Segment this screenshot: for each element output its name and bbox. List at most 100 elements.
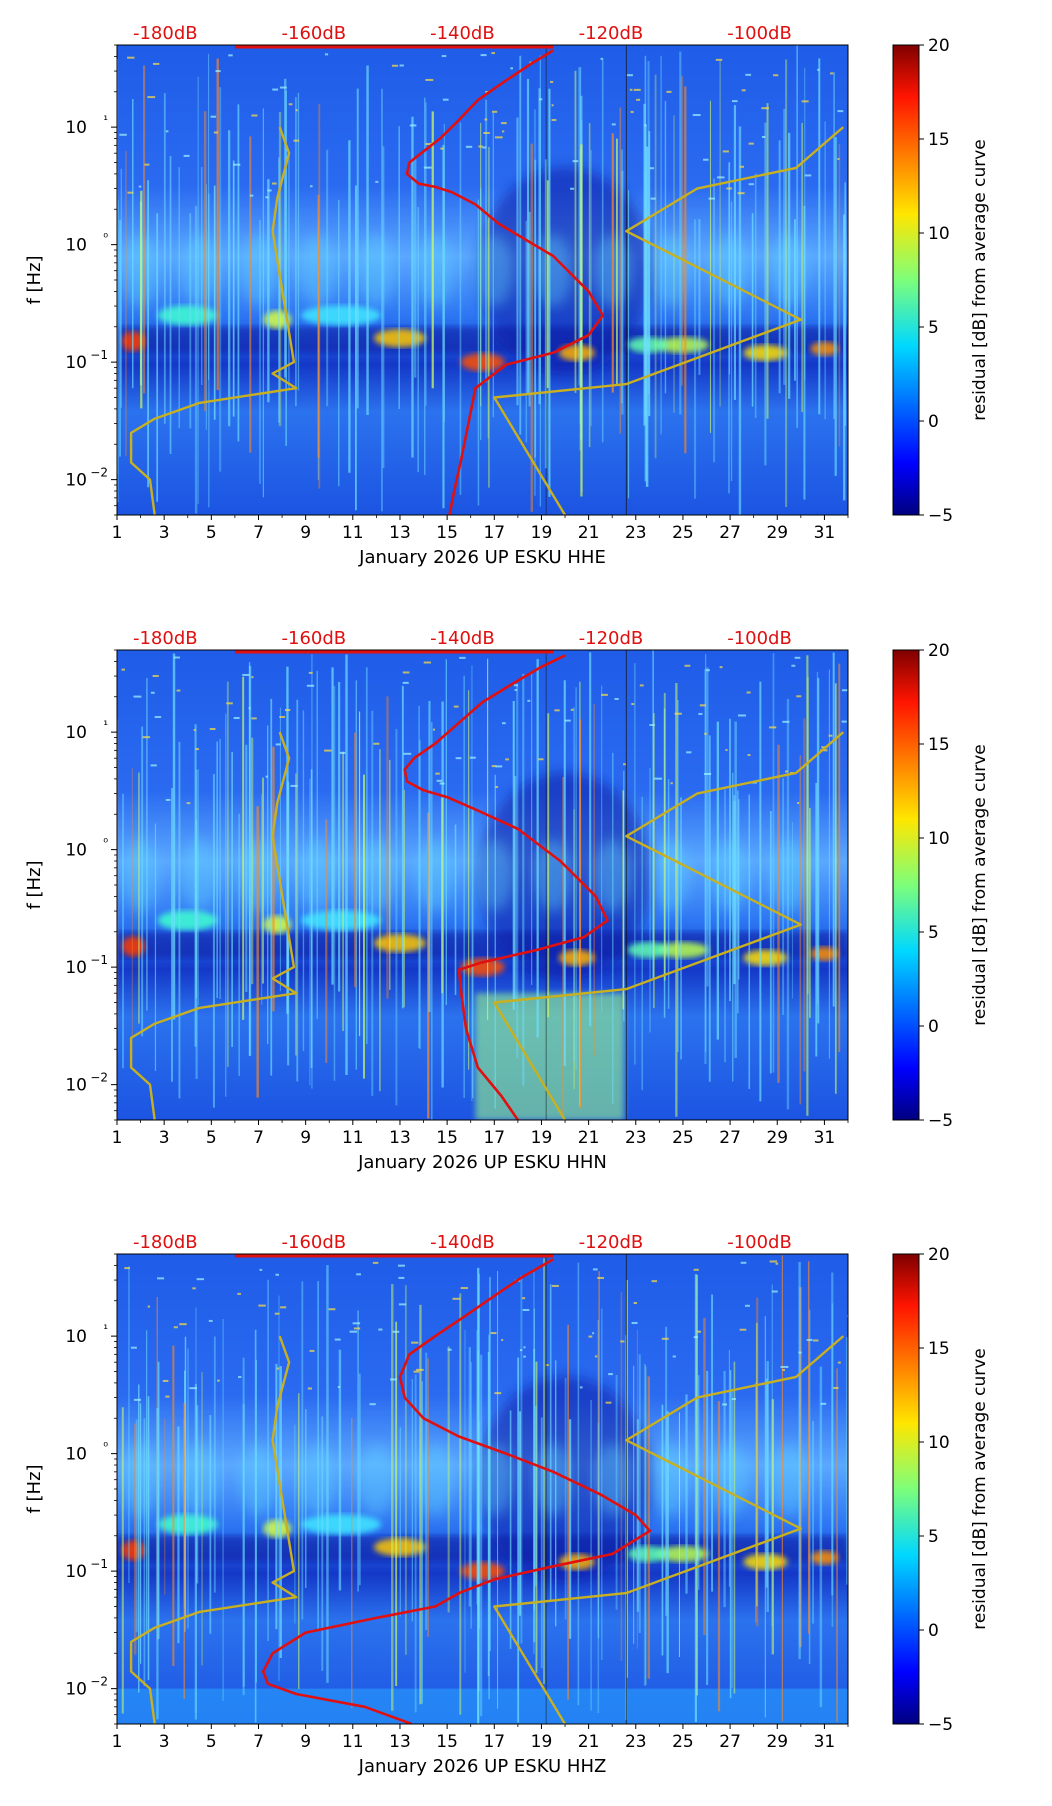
x-tick-label: 29 [766, 523, 788, 543]
speckle [173, 1326, 178, 1329]
speckle [439, 782, 445, 785]
x-tick-label: 21 [578, 523, 600, 543]
noise-model-curve [493, 731, 845, 1120]
low-frequency-band [117, 1688, 848, 1724]
speckle [672, 1355, 676, 1358]
diffuse-noise [358, 234, 395, 307]
diffuse-noise [181, 839, 218, 912]
speckle [633, 1302, 638, 1305]
speckle [693, 1268, 699, 1271]
speckle [572, 160, 579, 163]
y-axis-label: f [Hz] [24, 860, 45, 909]
speckle [529, 61, 532, 64]
speckle [739, 165, 744, 168]
top-db-label: -120dB [579, 1232, 644, 1253]
diffuse-noise [712, 234, 749, 307]
y-tick-label: 10 [65, 1076, 87, 1096]
microseism-blob [460, 353, 505, 372]
speckle [251, 114, 258, 117]
speckle [142, 736, 151, 739]
speckle [633, 88, 641, 91]
speckle [242, 673, 250, 676]
x-tick-label: 11 [342, 1732, 364, 1752]
y-tick-exponent: −2 [90, 1071, 108, 1085]
x-tick-label: 17 [483, 523, 505, 543]
speckle [284, 709, 291, 712]
colorbar-tick-label: 5 [928, 318, 939, 338]
diffuse-noise [594, 1443, 631, 1516]
colorbar-tick-label: 0 [928, 1621, 939, 1641]
x-tick-label: 3 [159, 1128, 170, 1148]
colorbar-tick-label: 5 [928, 923, 939, 943]
speckle [674, 712, 682, 715]
speckle [147, 96, 156, 99]
speckle [748, 142, 754, 145]
speckle [356, 1273, 362, 1276]
x-axis-label: January 2026 UP ESKU HHN [357, 1152, 607, 1173]
speckle [698, 712, 703, 715]
speckle [295, 109, 298, 112]
diffuse-noise [299, 1443, 336, 1516]
x-tick-label: 5 [206, 1128, 217, 1148]
microseism-blob [121, 936, 146, 957]
y-tick-exponent: −1 [90, 953, 108, 967]
speckle [193, 728, 196, 731]
speckle [391, 64, 399, 67]
speckle [482, 146, 487, 149]
speckle [785, 770, 789, 773]
speckle [179, 1323, 187, 1326]
microseism-blob [301, 910, 382, 931]
speckle [121, 668, 125, 671]
diffuse-noise [771, 1443, 808, 1516]
y-axis-label: f [Hz] [24, 1464, 45, 1513]
speckle [539, 98, 543, 101]
noise-model-curve [129, 731, 298, 1120]
x-tick-label: 5 [206, 1732, 217, 1752]
speckle [686, 751, 692, 754]
top-db-label: -180dB [133, 1232, 198, 1253]
x-tick-label: 25 [672, 1128, 694, 1148]
x-tick-label: 7 [253, 1128, 264, 1148]
speckle [706, 669, 710, 672]
speckle [127, 191, 134, 194]
colorbar-label: residual [dB] from average curve [970, 139, 990, 420]
speckle [592, 1332, 595, 1335]
speckle [600, 57, 603, 60]
spectrogram-image [117, 650, 848, 1120]
x-tick-label: 15 [436, 1732, 458, 1752]
speckle [551, 119, 557, 122]
x-tick-label: 9 [300, 1128, 311, 1148]
speckle [138, 185, 142, 188]
y-tick-exponent: ¹ [103, 113, 108, 127]
top-db-label: -160dB [282, 1232, 347, 1253]
speckle [413, 1370, 420, 1373]
speckle [738, 714, 746, 717]
speckle [196, 1278, 205, 1281]
speckle [157, 1277, 165, 1280]
speckle [403, 752, 412, 755]
y-tick-exponent: −1 [90, 1557, 108, 1571]
speckle [522, 1309, 530, 1312]
speckle [761, 107, 769, 110]
speckle [491, 765, 497, 768]
speckle [432, 728, 436, 731]
speckle [570, 708, 574, 711]
speckle [494, 1392, 502, 1395]
speckle [545, 1364, 549, 1367]
x-tick-label: 15 [436, 523, 458, 543]
x-tick-label: 19 [531, 523, 553, 543]
y-tick-exponent: −2 [90, 466, 108, 480]
speckle [251, 717, 257, 720]
speckle [594, 1355, 598, 1358]
colorbar-tick-label: 10 [928, 829, 950, 849]
colorbar-tick-label: 15 [928, 130, 950, 150]
speckle [592, 1268, 598, 1271]
top-db-label: -140dB [430, 628, 495, 649]
speckle [769, 1260, 778, 1263]
speckle [841, 689, 848, 692]
speckle [620, 1340, 625, 1343]
speckle [324, 749, 332, 752]
speckle [650, 197, 656, 200]
speckle [601, 693, 608, 696]
diffuse-noise [299, 234, 336, 307]
